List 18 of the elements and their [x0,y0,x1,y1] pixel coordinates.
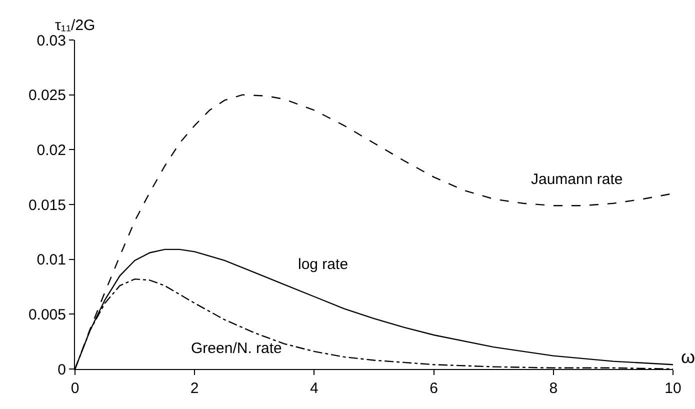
x-tick-label: 2 [190,380,199,397]
x-axis-title: ω [681,347,695,367]
y-tick-label: 0 [58,361,66,378]
y-tick-label: 0.005 [28,306,66,324]
x-tick-label: 0 [70,380,80,397]
x-tick-label: 10 [664,380,682,397]
series-label: Jaumann rate [531,171,623,188]
y-tick-label: 0.01 [36,252,66,269]
x-tick-label: 6 [430,380,438,397]
y-tick-label: 0.025 [28,87,66,104]
series-label: log rate [298,256,348,273]
y-tick-label: 0.015 [28,196,66,214]
y-tick-label: 0.02 [36,142,66,159]
x-tick-label: 8 [549,380,558,397]
x-tick-label: 4 [310,380,318,397]
series-label: Green/N. rate [191,340,282,357]
y-axis-title: τ₁₁/2G [55,17,96,34]
y-tick-label: 0.03 [36,32,66,50]
